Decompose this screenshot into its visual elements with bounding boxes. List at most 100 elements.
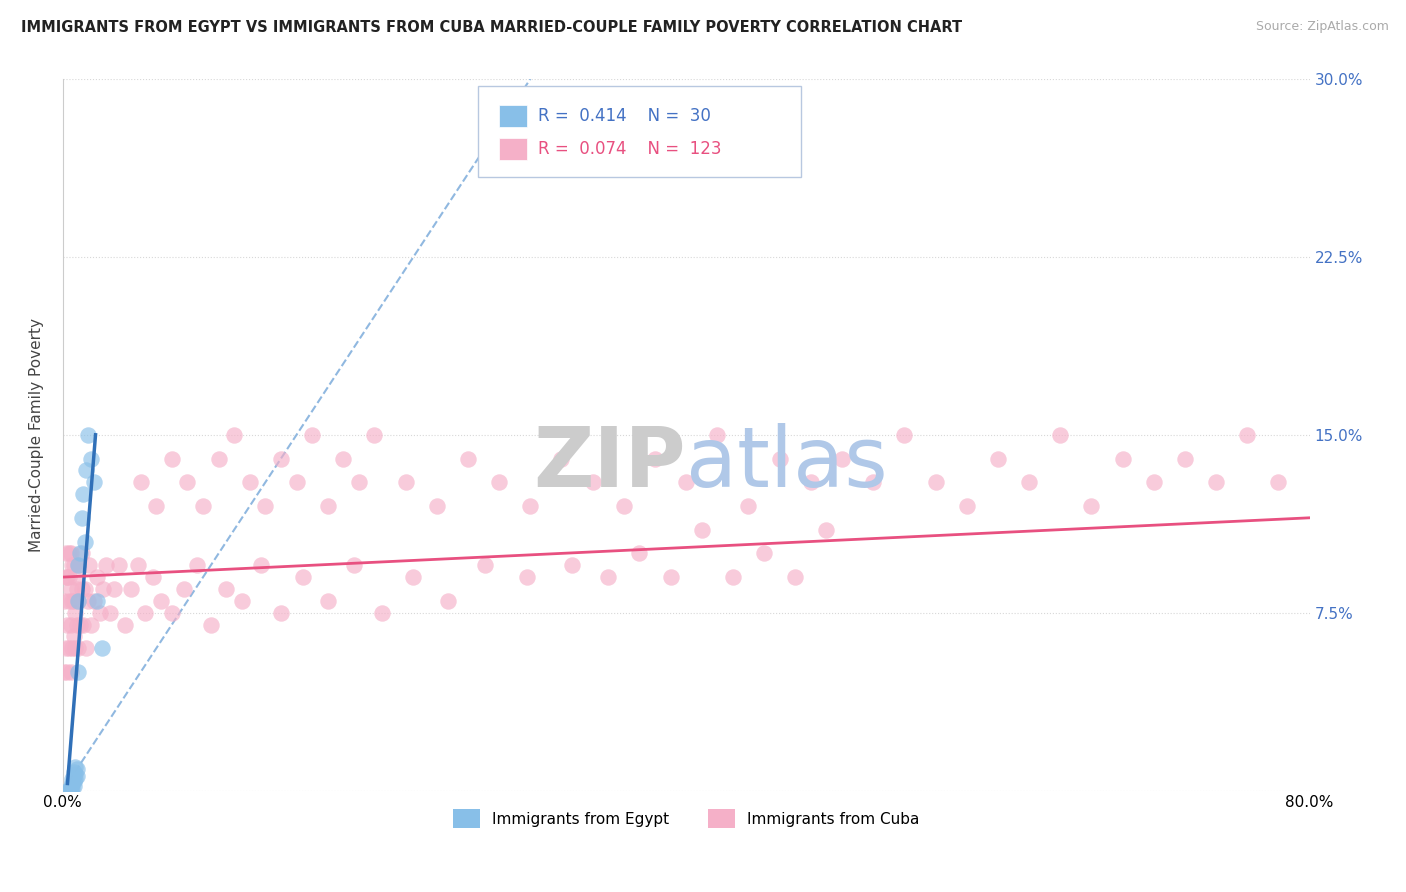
Point <box>550 451 572 466</box>
Point <box>316 499 339 513</box>
Point <box>58 641 80 656</box>
Point <box>62 594 84 608</box>
Point <box>67 594 90 608</box>
Point <box>815 523 838 537</box>
Point <box>80 451 103 466</box>
Point <box>721 570 744 584</box>
Y-axis label: Married-Couple Family Poverty: Married-Couple Family Poverty <box>30 318 44 552</box>
Point <box>58 570 80 584</box>
Point <box>582 475 605 490</box>
Point <box>58 594 80 608</box>
Point <box>55 570 77 584</box>
Point <box>70 546 93 560</box>
Point <box>249 558 271 573</box>
Point <box>644 451 666 466</box>
Point <box>67 594 90 608</box>
Point <box>862 475 884 490</box>
Point <box>66 769 89 783</box>
Point <box>103 582 125 596</box>
Text: Source: ZipAtlas.com: Source: ZipAtlas.com <box>1256 20 1389 33</box>
Point <box>987 451 1010 466</box>
Point <box>598 570 620 584</box>
Point <box>488 475 510 490</box>
Point <box>120 582 142 596</box>
Point <box>72 617 94 632</box>
Point <box>254 499 277 513</box>
Point <box>561 558 583 573</box>
Point <box>55 546 77 560</box>
Point <box>142 570 165 584</box>
Point <box>96 558 118 573</box>
Point <box>316 594 339 608</box>
Point <box>69 546 91 560</box>
Point <box>65 606 87 620</box>
Point <box>65 772 87 786</box>
Point <box>83 594 105 608</box>
Point <box>769 451 792 466</box>
Text: R =  0.414    N =  30: R = 0.414 N = 30 <box>538 107 711 125</box>
Text: atlas: atlas <box>686 423 889 504</box>
Point <box>59 781 82 796</box>
Point <box>65 570 87 584</box>
Point <box>108 558 131 573</box>
Point <box>66 582 89 596</box>
Point <box>65 767 87 781</box>
Point <box>114 617 136 632</box>
Point <box>70 510 93 524</box>
Point <box>516 570 538 584</box>
Point <box>1205 475 1227 490</box>
Point <box>224 427 246 442</box>
Point <box>59 582 82 596</box>
Point <box>67 558 90 573</box>
Point <box>173 582 195 596</box>
Point <box>56 665 79 679</box>
Point <box>291 570 314 584</box>
Point <box>436 594 458 608</box>
Point <box>457 451 479 466</box>
Point <box>1111 451 1133 466</box>
Point <box>127 558 149 573</box>
Point <box>706 427 728 442</box>
Point <box>1049 427 1071 442</box>
Point <box>58 783 80 797</box>
Point <box>239 475 262 490</box>
Point <box>65 760 87 774</box>
Point <box>1143 475 1166 490</box>
Point <box>62 774 84 789</box>
Legend: Immigrants from Egypt, Immigrants from Cuba: Immigrants from Egypt, Immigrants from C… <box>447 804 925 834</box>
Point <box>83 475 105 490</box>
Point <box>76 427 98 442</box>
Point <box>426 499 449 513</box>
Point <box>1267 475 1289 490</box>
Point <box>160 606 183 620</box>
Text: R =  0.074    N =  123: R = 0.074 N = 123 <box>538 140 723 158</box>
Text: ZIP: ZIP <box>534 423 686 504</box>
Point <box>332 451 354 466</box>
Point <box>613 499 636 513</box>
Point <box>395 475 418 490</box>
Point <box>134 606 156 620</box>
Point <box>67 665 90 679</box>
Point <box>208 451 231 466</box>
Point <box>53 665 76 679</box>
Point <box>62 779 84 793</box>
Point <box>86 570 108 584</box>
Point <box>200 617 222 632</box>
Point <box>66 762 89 776</box>
Point <box>75 641 97 656</box>
Point <box>215 582 238 596</box>
Point <box>60 776 83 790</box>
Point <box>129 475 152 490</box>
Point <box>56 570 79 584</box>
Point <box>800 475 823 490</box>
Point <box>89 606 111 620</box>
Point <box>59 546 82 560</box>
Point <box>69 617 91 632</box>
Point <box>659 570 682 584</box>
Point <box>752 546 775 560</box>
Point <box>73 582 96 596</box>
Point <box>53 594 76 608</box>
Point <box>186 558 208 573</box>
Point <box>402 570 425 584</box>
Point <box>55 641 77 656</box>
